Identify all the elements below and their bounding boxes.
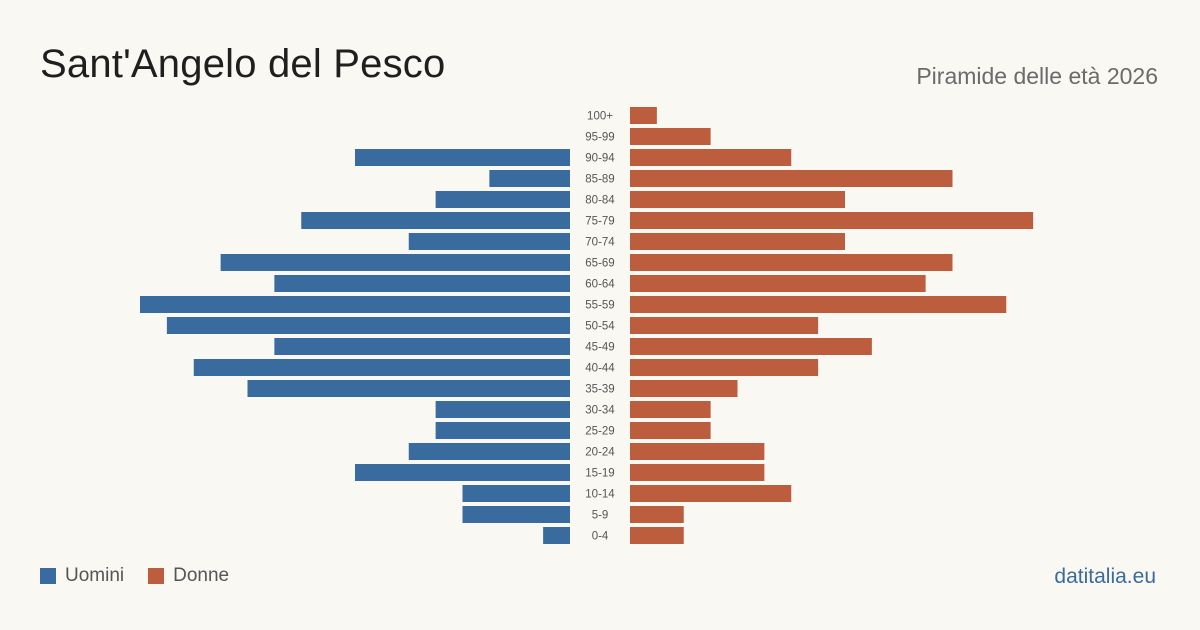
legend-label-male: Uomini	[65, 565, 125, 586]
age-label-80-84: 80-84	[585, 195, 615, 207]
bar-male-50-54	[166, 317, 570, 334]
age-label-35-39: 35-39	[585, 384, 614, 396]
bar-female-75-79	[630, 212, 1034, 229]
bar-female-10-14	[630, 485, 792, 502]
bar-male-35-39	[247, 380, 570, 397]
age-labels: 100+ 95-99 90-94 85-89 80-84 75-79 70-74 65-69 6…	[585, 111, 615, 543]
legend: Uomini Donne	[40, 565, 229, 587]
age-label-15-19: 15-19	[585, 468, 614, 480]
age-label-45-49: 45-49	[585, 342, 614, 354]
bar-female-90-94	[630, 149, 792, 166]
bar-female-55-59	[630, 296, 1007, 313]
age-label-100plus: 100+	[587, 111, 613, 123]
bar-female-80-84	[630, 191, 845, 208]
bar-male-0-4	[543, 527, 570, 544]
bar-male-90-94	[355, 149, 570, 166]
bar-female-95-99	[630, 128, 711, 145]
bar-female-5-9	[630, 506, 684, 523]
age-label-50-54: 50-54	[585, 321, 615, 333]
age-label-60-64: 60-64	[585, 279, 615, 291]
age-label-5-9: 5-9	[592, 510, 609, 522]
bar-male-20-24	[408, 443, 570, 460]
age-label-55-59: 55-59	[585, 300, 614, 312]
age-label-20-24: 20-24	[585, 447, 615, 459]
age-label-10-14: 10-14	[585, 489, 615, 501]
age-label-65-69: 65-69	[585, 258, 614, 270]
bar-female-50-54	[630, 317, 819, 334]
bar-female-70-74	[630, 233, 845, 250]
bar-male-40-44	[193, 359, 570, 376]
chart-subtitle: Piramide delle età 2026	[916, 63, 1158, 89]
bar-female-20-24	[630, 443, 765, 460]
bar-female-25-29	[630, 422, 711, 439]
bar-male-25-29	[435, 422, 570, 439]
legend-swatch-male	[40, 568, 56, 584]
bar-male-45-49	[274, 338, 570, 355]
bar-female-65-69	[630, 254, 953, 271]
age-label-85-89: 85-89	[585, 174, 614, 186]
site-link[interactable]: datitalia.eu	[1054, 565, 1156, 588]
bar-male-80-84	[435, 191, 570, 208]
bar-female-60-64	[630, 275, 926, 292]
bar-male-70-74	[408, 233, 570, 250]
female-bars	[630, 107, 1034, 544]
chart-title: Sant'Angelo del Pesco	[40, 42, 446, 86]
male-bars	[140, 149, 570, 544]
age-label-0-4: 0-4	[592, 531, 609, 543]
bar-male-15-19	[355, 464, 570, 481]
bar-female-40-44	[630, 359, 819, 376]
age-label-40-44: 40-44	[585, 363, 615, 375]
bar-male-30-34	[435, 401, 570, 418]
bar-female-45-49	[630, 338, 872, 355]
age-label-90-94: 90-94	[585, 153, 615, 165]
age-label-95-99: 95-99	[585, 132, 614, 144]
bar-female-100plus	[630, 107, 657, 124]
bar-female-0-4	[630, 527, 684, 544]
bar-female-15-19	[630, 464, 765, 481]
legend-swatch-female	[148, 568, 165, 584]
age-label-70-74: 70-74	[585, 237, 615, 249]
age-label-25-29: 25-29	[585, 426, 614, 438]
bar-male-60-64	[274, 275, 570, 292]
bar-male-55-59	[140, 296, 570, 313]
bar-male-65-69	[220, 254, 570, 271]
bar-male-5-9	[462, 506, 570, 523]
bar-male-85-89	[489, 170, 570, 187]
bar-male-75-79	[301, 212, 570, 229]
bar-male-10-14	[462, 485, 570, 502]
legend-label-female: Donne	[173, 565, 230, 586]
age-label-30-34: 30-34	[585, 405, 615, 417]
bar-female-35-39	[630, 380, 738, 397]
legend-item-male: Uomini	[40, 565, 124, 587]
legend-item-female: Donne	[148, 565, 229, 587]
age-label-75-79: 75-79	[585, 216, 614, 228]
bar-female-30-34	[630, 401, 711, 418]
bar-female-85-89	[630, 170, 953, 187]
